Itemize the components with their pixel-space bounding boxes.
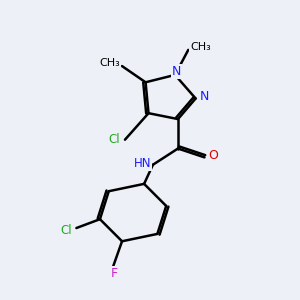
Text: N: N <box>172 65 181 79</box>
Text: O: O <box>208 149 218 162</box>
Text: N: N <box>200 91 209 103</box>
Text: HN: HN <box>134 157 152 170</box>
Text: Cl: Cl <box>109 133 121 146</box>
Text: F: F <box>111 267 118 280</box>
Text: CH₃: CH₃ <box>190 42 211 52</box>
Text: CH₃: CH₃ <box>99 58 120 68</box>
Text: Cl: Cl <box>60 224 72 238</box>
